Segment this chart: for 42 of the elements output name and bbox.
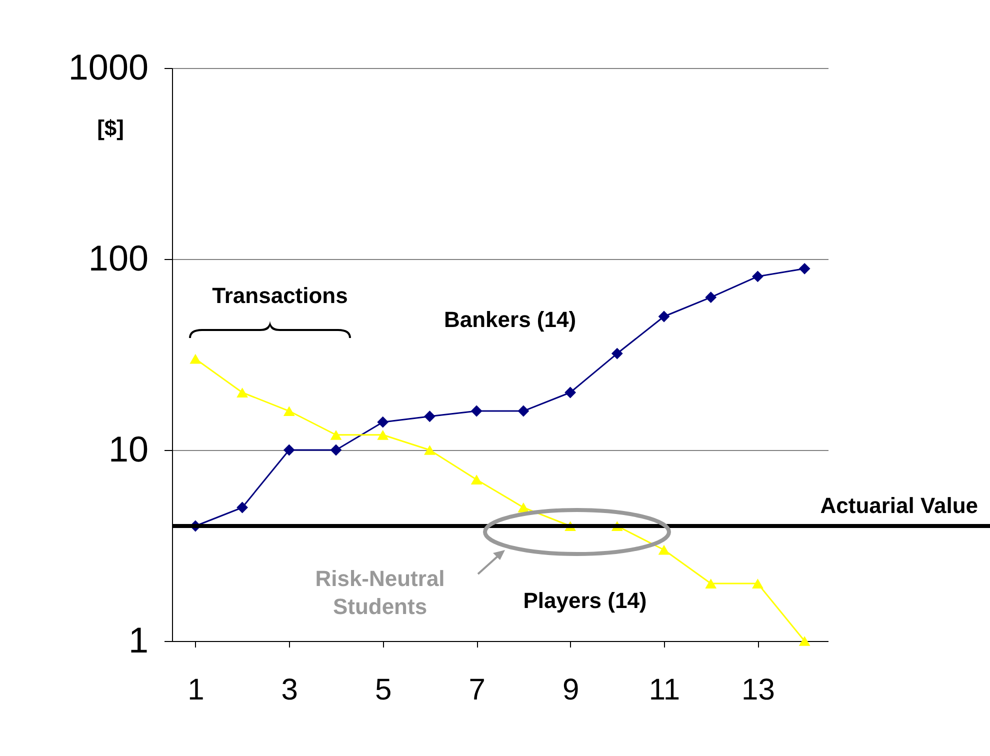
point	[330, 444, 342, 456]
point	[236, 502, 248, 514]
point	[330, 430, 342, 440]
point	[470, 474, 482, 485]
point	[798, 636, 810, 646]
point	[190, 354, 202, 364]
point	[518, 405, 530, 417]
x-tick-label: 13	[742, 674, 775, 706]
annotation: Transactions	[212, 283, 348, 308]
y-tick-label: 100	[88, 238, 148, 278]
point	[518, 502, 530, 512]
point	[798, 262, 810, 274]
x-tick-label: 9	[562, 674, 580, 706]
x-tick-label: 3	[281, 674, 298, 706]
point	[377, 430, 389, 440]
point	[283, 406, 295, 416]
point	[424, 445, 436, 455]
point	[705, 292, 717, 304]
point	[283, 444, 295, 456]
x-tick-label: 11	[648, 674, 680, 706]
point	[705, 578, 717, 588]
series-label: Bankers (14)	[444, 307, 576, 332]
point	[752, 578, 764, 588]
y-tick-label: 1000	[68, 46, 148, 88]
point	[564, 386, 576, 398]
y-tick-label: 1	[128, 620, 148, 660]
point	[424, 410, 436, 422]
point	[658, 310, 670, 322]
x-tick-label: 5	[375, 674, 392, 706]
point	[470, 405, 482, 417]
point	[236, 388, 248, 398]
series-label: Players (14)	[523, 588, 647, 613]
y-tick-label: 10	[108, 428, 148, 470]
x-tick-label: 1	[188, 674, 204, 706]
point	[752, 270, 764, 282]
point	[377, 416, 389, 428]
ref-line-label: Actuarial Value	[820, 493, 978, 518]
y-axis-title: [$]	[97, 116, 124, 140]
point	[611, 348, 623, 360]
annotation: Risk-Neutral Students	[315, 566, 445, 619]
x-tick-label: 7	[468, 674, 486, 706]
point	[658, 544, 670, 555]
